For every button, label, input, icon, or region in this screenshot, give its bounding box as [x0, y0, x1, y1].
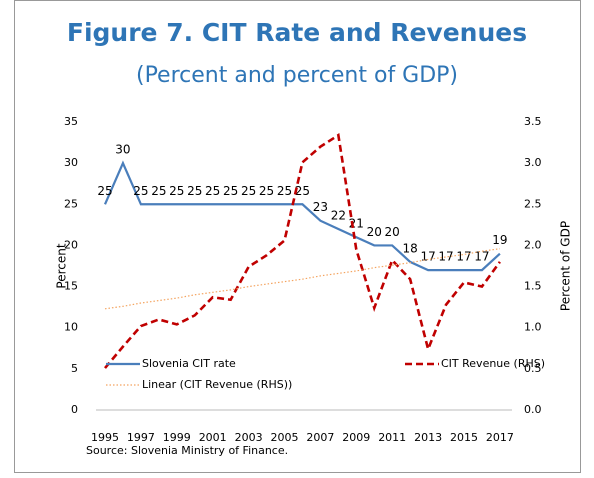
series-line [103, 160, 501, 272]
y-tick-label: 5 [71, 362, 78, 375]
data-label: 17 [456, 250, 471, 264]
series-line [104, 248, 500, 310]
x-tick-label: 2017 [486, 431, 514, 444]
frame [14, 0, 581, 473]
data-label: 25 [97, 184, 112, 198]
data-label: 25 [133, 184, 148, 198]
y-axis-label: Percent [55, 243, 69, 288]
chart-title: Figure 7. CIT Rate and Revenues [67, 18, 527, 47]
data-label: 18 [403, 241, 418, 255]
data-label: 30 [115, 143, 130, 157]
data-label: 25 [151, 184, 166, 198]
y2-tick-label: 0.5 [524, 362, 542, 375]
legend-label: Linear (CIT Revenue (RHS)) [142, 378, 292, 391]
y-tick-label: 35 [64, 115, 78, 128]
data-label: 25 [205, 184, 220, 198]
data-label: 19 [492, 233, 507, 247]
data-label: 25 [241, 184, 256, 198]
data-label: 17 [474, 250, 489, 264]
data-label: 17 [420, 250, 435, 264]
y-tick-label: 0 [71, 403, 78, 416]
x-tick-label: 1997 [127, 431, 155, 444]
y2-tick-label: 2.5 [524, 197, 542, 210]
x-tick-label: 1999 [163, 431, 191, 444]
y2-tick-label: 0.0 [524, 403, 542, 416]
x-tick-label: 2001 [199, 431, 227, 444]
data-label: 25 [259, 184, 274, 198]
x-tick-label: 2009 [342, 431, 370, 444]
source-note: Source: Slovenia Ministry of Finance. [86, 444, 288, 457]
y-tick-label: 10 [64, 321, 78, 334]
data-label: 20 [385, 225, 400, 239]
data-label: 25 [187, 184, 202, 198]
x-tick-label: 2015 [450, 431, 478, 444]
y-tick-label: 15 [64, 280, 78, 293]
data-label: 20 [367, 225, 382, 239]
y-tick-label: 20 [64, 238, 78, 251]
data-label: 25 [223, 184, 238, 198]
legend-label: Slovenia CIT rate [142, 357, 236, 370]
y2-tick-label: 3.5 [524, 115, 542, 128]
data-label: 22 [331, 208, 346, 222]
y2-tick-label: 1.0 [524, 321, 542, 334]
x-tick-label: 2005 [271, 431, 299, 444]
x-tick-label: 2003 [235, 431, 263, 444]
x-tick-label: 2013 [414, 431, 442, 444]
data-label: 23 [313, 200, 328, 214]
y2-tick-label: 1.5 [524, 280, 542, 293]
data-label: 25 [169, 184, 184, 198]
x-tick-label: 1995 [91, 431, 119, 444]
y-tick-label: 25 [64, 197, 78, 210]
x-tick-label: 2007 [306, 431, 334, 444]
series-line [104, 132, 501, 369]
chart-subtitle: (Percent and percent of GDP) [136, 63, 458, 88]
y-tick-label: 30 [64, 156, 78, 169]
y2-axis-label: Percent of GDP [559, 221, 573, 311]
data-label: 25 [277, 184, 292, 198]
data-label: 25 [295, 184, 310, 198]
x-tick-label: 2011 [378, 431, 406, 444]
data-label: 17 [438, 250, 453, 264]
legend-label: CIT Revenue (RHS) [441, 357, 545, 370]
y2-tick-label: 3.0 [524, 156, 542, 169]
y2-tick-label: 2.0 [524, 238, 542, 251]
